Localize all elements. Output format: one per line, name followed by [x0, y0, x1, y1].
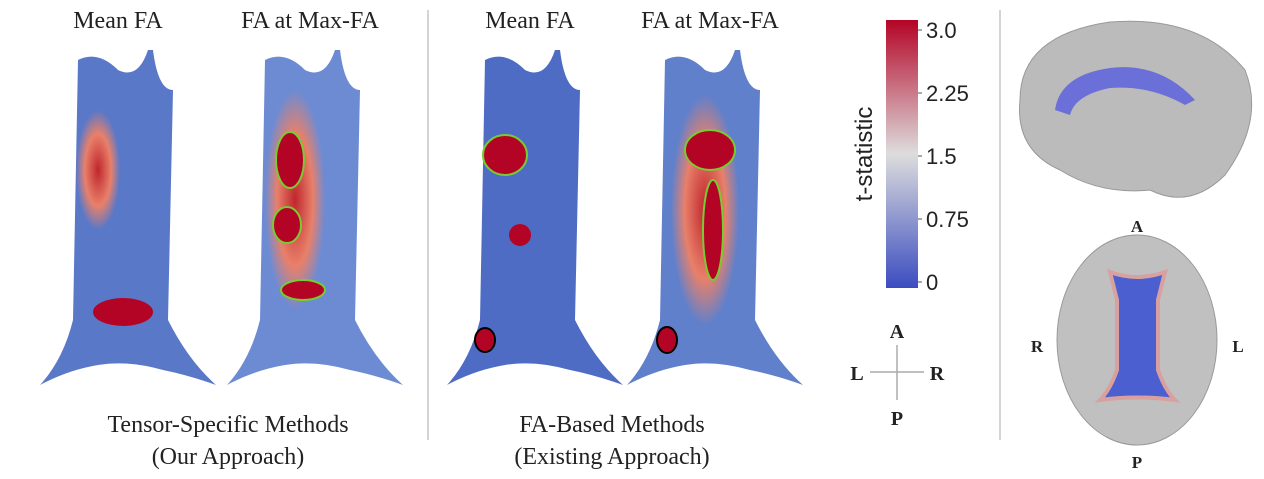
map [227, 50, 403, 385]
orient-up: A [890, 321, 905, 343]
caption: Tensor-Specific Methods [107, 412, 348, 438]
panel-title: FA at Max-FA [241, 8, 379, 34]
map [627, 50, 803, 385]
colorbar-label: t-statistic [851, 107, 878, 202]
orient-left: L [850, 363, 863, 385]
colorbar-tick-label: 2.25 [926, 81, 969, 106]
map [447, 50, 623, 385]
panel-title: Mean FA [73, 8, 163, 34]
colorbar [886, 20, 918, 288]
caption: (Existing Approach) [514, 444, 709, 470]
brain-side [1020, 21, 1252, 197]
map [40, 50, 216, 385]
colorbar-tick-label: 3.0 [926, 18, 957, 43]
orient-right: R [930, 363, 945, 385]
figure: t-statistic A P L R A P R L Mean FA FA at… [0, 0, 1264, 479]
caption: FA-Based Methods [519, 412, 705, 438]
brain-top-label: A [1131, 217, 1144, 236]
panel-title: Mean FA [485, 8, 575, 34]
orientation-cross [870, 345, 924, 400]
orient-down: P [891, 408, 903, 430]
panel-title: FA at Max-FA [641, 8, 779, 34]
colorbar-tick-label: 0.75 [926, 207, 969, 232]
brain-bottom-label: P [1132, 453, 1142, 472]
caption: (Our Approach) [152, 444, 305, 470]
colorbar-tick-label: 0 [926, 270, 938, 295]
brain-left-label: R [1031, 337, 1044, 356]
brain-right-label: L [1232, 337, 1243, 356]
maps [40, 50, 803, 385]
colorbar-tick-label: 1.5 [926, 144, 957, 169]
brain-top [1057, 235, 1217, 445]
